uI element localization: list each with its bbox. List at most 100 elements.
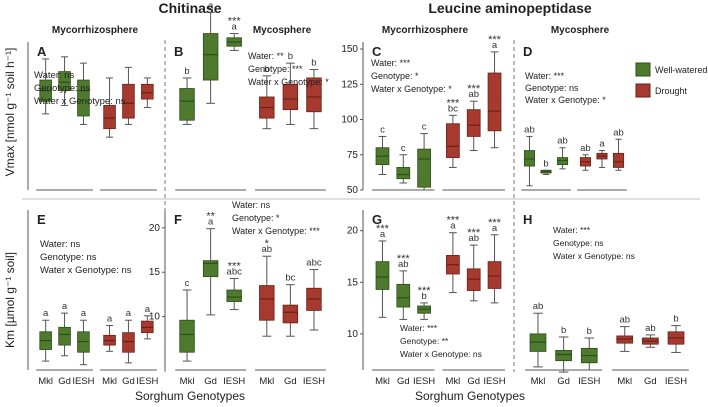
box-H-drought-Mkl: ab (616, 315, 634, 352)
y-label-vmax: Vmax [nmol g⁻¹ soil h⁻¹] (3, 48, 17, 177)
sig-label: bc (285, 273, 295, 284)
sig-label: b (421, 291, 426, 302)
x-tick-label-H-IESH: IESH (578, 376, 600, 387)
x-tick-label-E-IESH: IESH (72, 376, 94, 387)
y-tick-label-G: 20 (347, 226, 359, 237)
sig-label: *** (397, 253, 411, 265)
sig-label: *** (488, 34, 502, 46)
sig-label: *** (446, 215, 460, 227)
box-C-drought-IESH: a*** (487, 34, 502, 149)
x-tick-label-G-Gd: Gd (397, 376, 410, 387)
stats-line-G: Water: *** (400, 323, 438, 333)
box-body (103, 105, 116, 130)
stats-line-E: Water: ns (40, 239, 81, 250)
stats-line-G: Genotype: ** (400, 336, 449, 346)
sig-label: *** (446, 97, 460, 109)
box-H-drought-Gd: ab (642, 323, 659, 348)
box-B-well-watered-Gd: a*** (202, 0, 219, 104)
x-tick-label-F-Gd: Gd (204, 376, 217, 387)
box-E-drought-Mkl: a (103, 314, 116, 352)
x-tick-label-H-Gd: Gd (644, 376, 657, 387)
panel-letter-A: A (37, 44, 47, 59)
box-D-drought-Mkl: ab (579, 143, 591, 171)
panel-H: Hab b b ab ab b Water: *** Genotype: ns Water x … (523, 212, 689, 373)
sig-label: a (599, 139, 605, 150)
x-tick-label-E-Gd: Gd (122, 376, 135, 387)
sig-label: b (543, 158, 548, 169)
box-H-drought-IESH: b (667, 314, 685, 353)
sig-label: *** (488, 217, 502, 229)
y-tick-label-C: 150 (341, 44, 358, 55)
sig-label: abc (306, 258, 322, 269)
box-G-well-watered-Gd: ab*** (396, 253, 411, 320)
sig-label: ab (645, 323, 656, 334)
box-H-well-watered-Mkl: ab (529, 301, 547, 368)
stats-line-G: Water x Genotype: ns (400, 349, 482, 359)
legend: Well-watered Drought (635, 62, 707, 98)
sig-label: a (232, 22, 238, 33)
box-F-drought-Mkl: ab* (259, 238, 275, 337)
sig-label: b (311, 57, 316, 68)
box-G-drought-Mkl: a*** (446, 215, 460, 294)
y-tick-label-C: 50 (347, 185, 359, 196)
x-tick-label-H-Gd: Gd (557, 376, 570, 387)
box-body (202, 33, 219, 81)
box-body (466, 109, 481, 137)
sig-label: b (184, 66, 189, 77)
y-tick-label-F: 20 (149, 223, 161, 234)
panel-letter-D: D (523, 44, 532, 59)
sig-label: c (380, 124, 385, 135)
y-tick-label-F: 10 (149, 312, 161, 323)
box-body (282, 304, 299, 324)
box-body (612, 152, 625, 168)
stats-line-C: Water: *** (371, 58, 411, 68)
box-F-well-watered-Gd: a** (202, 211, 219, 316)
x-tick-label-F-Mkl: Mkl (259, 376, 274, 387)
y-tick-label-F: 15 (149, 267, 161, 278)
panel-letter-H: H (523, 212, 532, 227)
stats-line-H: Water x Genotype: ns (553, 251, 635, 261)
box-B-drought-IESH: b (306, 57, 322, 130)
sig-label: *** (467, 83, 481, 95)
sig-label: a (492, 40, 498, 51)
sig-label: *** (228, 16, 242, 28)
box-body (523, 150, 536, 167)
subtitle-mycosphere-chitinase: Mycosphere (253, 25, 312, 36)
box-A-drought-Gd (122, 66, 135, 125)
stats-line-D: Genotype: ns (525, 83, 579, 93)
box-E-well-watered-IESH: a (77, 308, 90, 366)
x-tick-label-G-Mkl: Mkl (375, 376, 390, 387)
sig-label: ab (468, 89, 479, 100)
box-F-drought-Gd: bc (282, 273, 299, 337)
stats-line-H: Genotype: ns (553, 238, 604, 248)
box-C-well-watered-IESH: c (417, 122, 431, 191)
x-tick-label-E-IESH: IESH (136, 376, 158, 387)
x-tick-label-F-Gd: Gd (284, 376, 297, 387)
box-body (141, 83, 154, 100)
box-D-well-watered-Mkl: ab (523, 124, 536, 187)
sig-label: *** (204, 0, 218, 6)
sig-label: a (126, 308, 132, 319)
sig-label: a (145, 304, 151, 315)
box-body (396, 283, 411, 308)
box-body (58, 71, 71, 92)
x-tick-label-F-IESH: IESH (303, 376, 325, 387)
box-C-drought-Gd: ab*** (466, 83, 481, 152)
stats-line-C: Genotype: * (371, 71, 419, 81)
box-G-well-watered-IESH: b*** (417, 285, 431, 320)
sig-label: ab (262, 244, 273, 255)
box-D-drought-Gd: a (596, 139, 608, 168)
x-tick-label-G-IESH: IESH (413, 376, 435, 387)
x-tick-labels: Mkl Gd IESH Mkl Gd IESH Mkl Gd IESH Mkl Gd IESH Mkl G… (38, 376, 687, 387)
x-tick-label-E-Mkl: Mkl (102, 376, 117, 387)
box-body (487, 72, 502, 132)
sig-label: abc (227, 266, 243, 277)
box-body (375, 261, 390, 290)
sig-label: a (81, 308, 87, 319)
stats-line-A: Water x Genotype: ns (34, 96, 126, 107)
sig-label: bc (448, 103, 458, 114)
sig-label: a (208, 0, 214, 11)
sig-label: b (264, 64, 269, 75)
